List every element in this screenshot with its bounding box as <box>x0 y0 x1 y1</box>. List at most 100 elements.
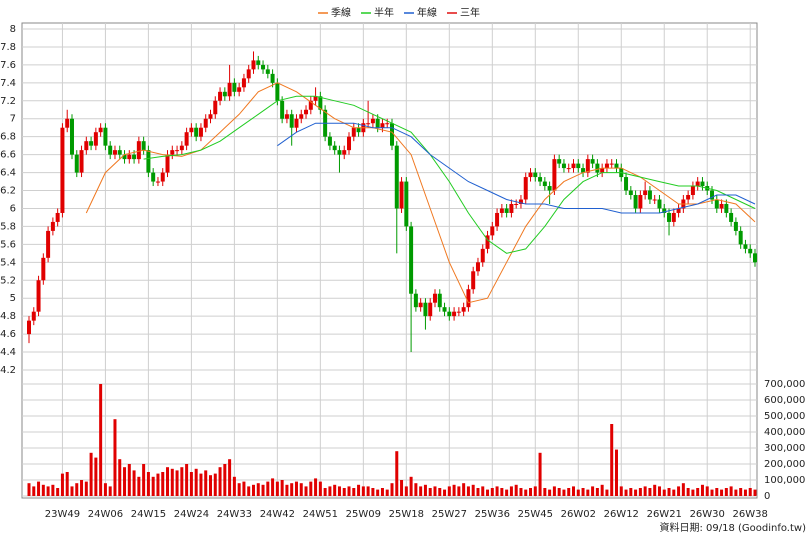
volume-bar <box>103 483 107 496</box>
candle-body <box>342 150 347 155</box>
candle-body <box>432 293 437 303</box>
candle-body <box>686 195 691 200</box>
candle-body <box>122 154 127 160</box>
volume-bar <box>404 486 408 496</box>
candle-body <box>218 91 223 101</box>
volume-bar <box>519 488 523 496</box>
candle-body <box>624 177 629 191</box>
candle-body <box>380 123 385 128</box>
y-tick-label: 5.8 <box>0 221 16 232</box>
volume-bar <box>686 488 690 496</box>
volume-bar <box>352 488 356 496</box>
candle-body <box>160 172 165 182</box>
volume-bar <box>142 464 146 496</box>
volume-bar <box>390 483 394 496</box>
volume-bar <box>180 467 184 496</box>
candle-body <box>93 132 98 146</box>
volume-bar <box>419 486 423 496</box>
volume-bar <box>452 484 456 496</box>
volume-bar <box>294 481 298 496</box>
candle-body <box>74 154 79 173</box>
volume-bar <box>614 449 618 496</box>
volume-bar <box>423 484 427 496</box>
y2-tick-label: 500,000 <box>764 411 805 422</box>
volume-bar <box>447 486 451 496</box>
volume-bar <box>657 486 661 496</box>
candle-body <box>89 141 94 146</box>
candle-body <box>227 82 232 97</box>
candle-body <box>523 177 528 200</box>
candle-body <box>695 181 700 187</box>
volume-bar <box>328 486 332 496</box>
volume-bar <box>591 486 595 496</box>
volume-bar <box>290 483 294 496</box>
volume-bar <box>51 484 55 496</box>
volume-bar <box>247 486 251 496</box>
candle-body <box>151 172 156 182</box>
x-tick-label: 26W12 <box>604 509 639 520</box>
candle-body <box>222 91 227 97</box>
candle-body <box>710 190 715 200</box>
candle-body <box>604 163 609 169</box>
candle-body <box>647 190 652 200</box>
volume-bar <box>500 488 504 496</box>
volume-bar <box>209 475 212 496</box>
volume-bar <box>371 488 375 496</box>
volume-bar <box>285 484 289 496</box>
candle-body <box>571 163 576 169</box>
candle-body <box>189 127 194 133</box>
candle-body <box>499 208 504 213</box>
volume-bar <box>237 483 241 496</box>
candle-body <box>638 195 643 209</box>
y2-tick-label: 600,000 <box>764 395 805 406</box>
volume-bar <box>739 488 743 496</box>
volume-bar <box>600 484 604 496</box>
candle-body <box>447 311 452 317</box>
candle-body <box>284 114 289 119</box>
candle-body <box>528 172 533 178</box>
volume-bar <box>385 489 389 496</box>
volume-bar <box>333 484 337 496</box>
candle-body <box>141 141 146 151</box>
volume-bar <box>466 486 470 496</box>
candle-body <box>65 118 70 128</box>
candle-body <box>313 96 318 101</box>
y-tick-label: 4.8 <box>0 311 16 322</box>
volume-bar <box>653 484 657 496</box>
y2-tick-label: 200,000 <box>764 459 805 470</box>
candle-body <box>280 100 285 119</box>
volume-bar <box>70 486 74 496</box>
volume-bar <box>75 483 79 496</box>
plot-area <box>21 22 758 499</box>
legend-label: 半年 <box>374 6 394 19</box>
candle-body <box>667 212 672 222</box>
y-tick-label: 7 <box>10 114 16 125</box>
candle-body <box>652 199 657 201</box>
candle-body <box>466 289 471 308</box>
candle-body <box>60 127 65 213</box>
y-tick-label: 5.2 <box>0 275 16 286</box>
volume-bar <box>218 467 222 496</box>
volume-bar <box>189 472 193 496</box>
footer: 資料日期: 09/18 (Goodinfo.tw) <box>659 521 806 534</box>
candle-body <box>184 132 189 146</box>
candle-body <box>36 280 41 312</box>
candle-body <box>318 96 323 110</box>
volume-bar <box>509 486 513 496</box>
volume-bar <box>323 488 327 496</box>
volume-bar <box>156 473 160 496</box>
candle-body <box>538 177 543 182</box>
x-tick-label: 26W02 <box>561 509 596 520</box>
candle-body <box>170 150 175 155</box>
candle-body <box>452 311 457 317</box>
volume-bar <box>543 488 547 496</box>
candle-body <box>232 82 237 92</box>
candle-body <box>366 123 371 125</box>
candle-body <box>208 114 213 119</box>
candle-body <box>418 302 423 308</box>
y-tick-label: 4.2 <box>0 365 16 376</box>
volume-bar <box>476 488 480 496</box>
candle-body <box>566 168 571 170</box>
candle-body <box>514 203 519 205</box>
